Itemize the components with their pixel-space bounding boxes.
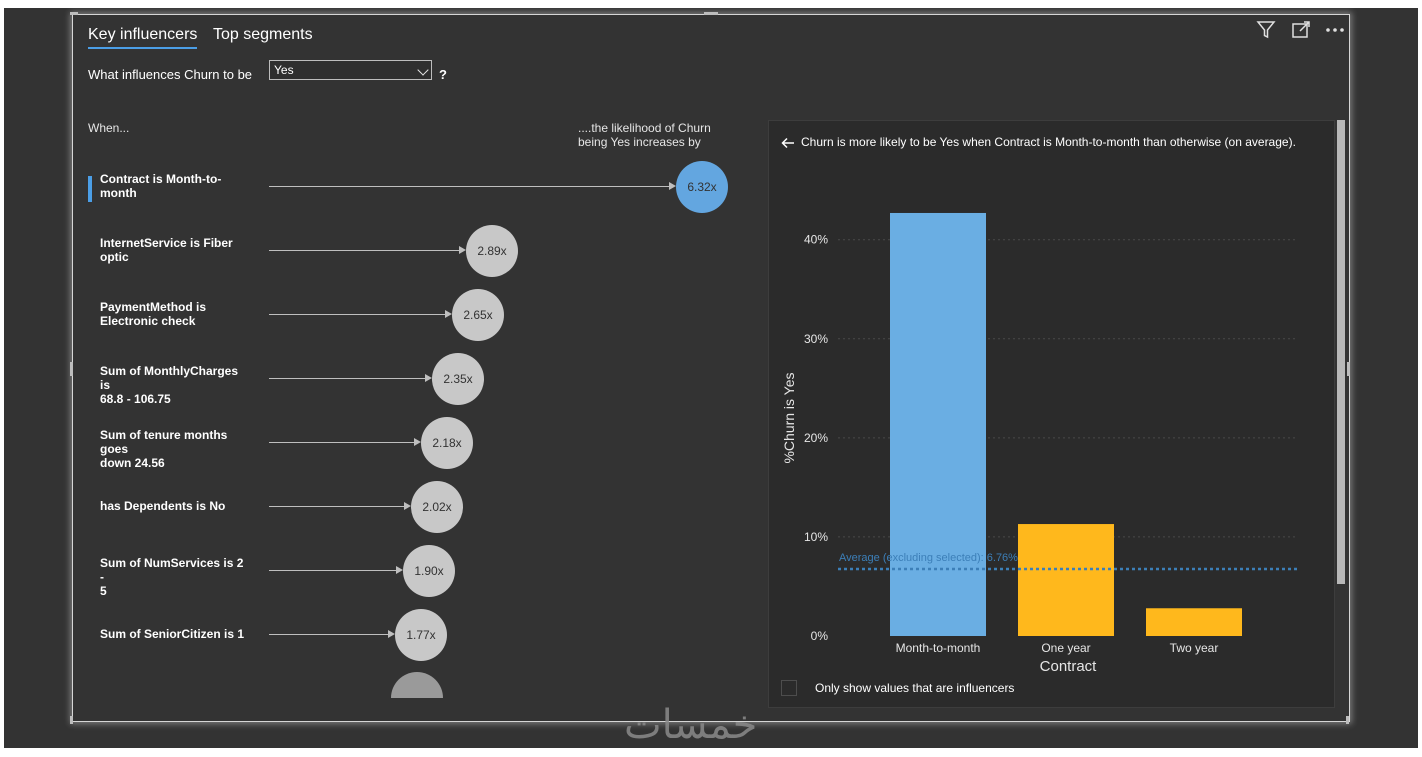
- influencer-label-line1: has Dependents is No: [100, 499, 226, 513]
- focus-mode-icon[interactable]: [1291, 20, 1311, 40]
- influencer-connector-line: [269, 634, 389, 635]
- y-tick-label: 30%: [804, 332, 828, 346]
- likelihood-header-line2: being Yes increases by: [578, 135, 701, 149]
- filter-icon[interactable]: [1256, 20, 1276, 40]
- average-label: Average (excluding selected): 6.76%: [839, 552, 1018, 564]
- resize-handle-top[interactable]: [704, 12, 718, 15]
- influencer-label: has Dependents is No: [100, 499, 250, 513]
- influencers-only-checkbox[interactable]: [781, 680, 797, 696]
- influencer-value-bubble[interactable]: 2.18x: [421, 417, 473, 469]
- influencer-connector-line: [269, 314, 446, 315]
- y-tick-label: 0%: [811, 629, 829, 643]
- back-arrow-icon[interactable]: [781, 136, 795, 150]
- question-prefix: What influences Churn to be: [88, 67, 253, 82]
- when-column-header: When...: [88, 121, 130, 135]
- influencer-label: Sum of tenure months goes down 24.56: [100, 428, 250, 470]
- bar: [1018, 524, 1114, 636]
- y-tick-label: 20%: [804, 431, 828, 445]
- selected-indicator: [88, 176, 92, 202]
- influencer-connector-line: [269, 378, 426, 379]
- influencer-connector-line: [269, 186, 670, 187]
- arrow-right-icon: [414, 438, 421, 446]
- arrow-right-icon: [396, 566, 403, 574]
- arrow-right-icon: [404, 502, 411, 510]
- tab-key-influencers[interactable]: Key influencers: [88, 26, 198, 49]
- question-suffix: ?: [439, 67, 447, 82]
- influencer-label-line1: Sum of tenure months goes: [100, 428, 228, 456]
- influencer-value-bubble[interactable]: 2.89x: [466, 225, 518, 277]
- influencer-label-line1: Sum of NumServices is 2 -: [100, 556, 244, 584]
- resize-handle-left[interactable]: [70, 362, 73, 376]
- influencer-row[interactable]: InternetService is Fiber optic 2.89x: [88, 225, 738, 292]
- arrow-right-icon: [388, 630, 395, 638]
- influencer-row[interactable]: Sum of tenure months goes down 24.56 2.18x: [88, 417, 738, 484]
- influencer-value-bubble[interactable]: 2.65x: [452, 289, 504, 341]
- bar: [890, 212, 986, 636]
- influencer-label-line1: Contract is Month-to-: [100, 172, 222, 186]
- arrow-right-icon: [669, 182, 676, 190]
- x-axis-title: Contract: [1040, 658, 1098, 675]
- watermark-logo: خمسات: [624, 702, 758, 748]
- influencers-only-label: Only show values that are influencers: [815, 681, 1015, 695]
- influencer-label-line1: Sum of SeniorCitizen is 1: [100, 627, 245, 641]
- x-tick-label: Two year: [1170, 641, 1219, 655]
- likelihood-header-line1: ....the likelihood of Churn: [578, 121, 711, 135]
- chevron-down-icon: [417, 64, 429, 76]
- bar: [1146, 608, 1242, 636]
- y-tick-label: 40%: [804, 233, 828, 247]
- influencer-label: PaymentMethod is Electronic check: [100, 300, 250, 328]
- influencer-label-line1: InternetService is Fiber: [100, 236, 233, 250]
- dropdown-selected-value: Yes: [274, 63, 294, 77]
- detail-title: Churn is more likely to be Yes when Cont…: [801, 135, 1296, 149]
- y-axis-title: %Churn is Yes: [781, 372, 797, 463]
- influencer-label-line2: down 24.56: [100, 456, 165, 470]
- influencer-row[interactable]: Sum of NumServices is 2 -5 1.90x: [88, 545, 738, 612]
- influencer-label: Sum of MonthlyCharges is 68.8 - 106.75: [100, 364, 250, 406]
- detail-scrollbar[interactable]: [1337, 120, 1345, 584]
- resize-handle-right[interactable]: [1347, 362, 1350, 376]
- arrow-right-icon: [445, 310, 452, 318]
- influencer-connector-line: [269, 250, 460, 251]
- tab-top-segments[interactable]: Top segments: [213, 26, 313, 43]
- churn-by-contract-chart: 0% 10% 20% 30% 40% Month-to-month One year Two …: [781, 212, 1298, 675]
- influencer-label: Sum of NumServices is 2 -5: [100, 556, 250, 598]
- influencer-label-line2: optic: [100, 250, 129, 264]
- influencer-row[interactable]: Contract is Month-to-month 6.32x: [88, 161, 738, 228]
- churn-value-dropdown[interactable]: Yes: [269, 60, 432, 80]
- influencer-label-line1: PaymentMethod is: [100, 300, 207, 314]
- influencer-label-line2: month: [100, 186, 137, 200]
- influencer-value-bubble[interactable]: 6.32x: [676, 161, 728, 213]
- influencer-connector-line: [269, 570, 397, 571]
- influencer-row[interactable]: Sum of MonthlyCharges is 68.8 - 106.75 2.3…: [88, 353, 738, 420]
- influencer-label: Sum of SeniorCitizen is 1: [100, 627, 250, 641]
- influencer-row[interactable]: Sum of SeniorCitizen is 1 1.77x: [88, 609, 738, 676]
- influencer-value-bubble[interactable]: 2.35x: [432, 353, 484, 405]
- resize-handle-bottom-right[interactable]: [1346, 716, 1349, 724]
- influencer-label-line2: 68.8 - 106.75: [100, 392, 171, 406]
- x-tick-label: Month-to-month: [896, 641, 981, 655]
- y-tick-label: 10%: [804, 530, 828, 544]
- likelihood-column-header: ....the likelihood of Churn being Yes in…: [578, 121, 738, 149]
- influencer-label-line2: 5: [100, 584, 107, 598]
- x-tick-label: One year: [1041, 641, 1090, 655]
- influencer-row[interactable]: has Dependents is No 2.02x: [88, 481, 738, 548]
- influencer-label: Contract is Month-to-month: [100, 172, 250, 200]
- influencer-connector-line: [269, 506, 405, 507]
- influencer-label-line2: Electronic check: [100, 314, 196, 328]
- arrow-right-icon: [459, 246, 466, 254]
- influencer-connector-line: [269, 442, 415, 443]
- influencer-label: InternetService is Fiber optic: [100, 236, 250, 264]
- resize-handle-top-left[interactable]: [70, 12, 78, 15]
- influencer-value-bubble[interactable]: 1.77x: [395, 609, 447, 661]
- more-options-icon[interactable]: [1316, 22, 1348, 38]
- arrow-right-icon: [425, 374, 432, 382]
- influencer-label-line1: Sum of MonthlyCharges is: [100, 364, 239, 392]
- resize-handle-bottom-left[interactable]: [70, 716, 73, 724]
- influencer-row[interactable]: PaymentMethod is Electronic check 2.65x: [88, 289, 738, 356]
- influencer-value-bubble[interactable]: 1.90x: [403, 545, 455, 597]
- influencer-value-bubble[interactable]: 2.02x: [411, 481, 463, 533]
